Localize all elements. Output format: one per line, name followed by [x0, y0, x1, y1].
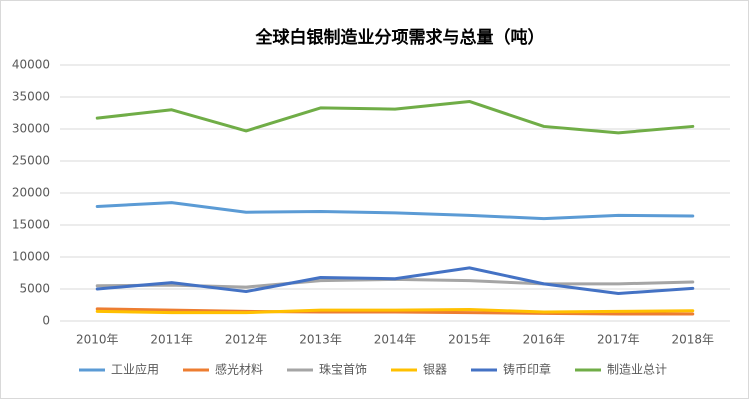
x-tick-label: 2012年 — [225, 333, 268, 347]
x-tick-label: 2014年 — [374, 333, 417, 347]
line-series — [95, 266, 695, 295]
legend-label: 铸币印章 — [503, 362, 551, 377]
line-series — [95, 99, 695, 135]
x-tick-label: 2013年 — [299, 333, 342, 347]
line-series — [95, 201, 695, 221]
x-tick-label: 2015年 — [448, 333, 491, 347]
legend-label: 银器 — [423, 363, 447, 377]
y-tick-label: 35000 — [12, 90, 50, 104]
y-tick-label: 25000 — [12, 154, 50, 168]
legend-label: 制造业总计 — [607, 363, 667, 377]
y-tick-label: 10000 — [12, 250, 50, 264]
legend-label: 感光材料 — [215, 362, 263, 377]
y-tick-label: 15000 — [12, 218, 50, 232]
line-series — [95, 307, 695, 316]
y-tick-label: 20000 — [12, 186, 50, 200]
line-series — [95, 307, 695, 315]
x-tick-label: 2017年 — [597, 333, 640, 347]
x-tick-label: 2010年 — [76, 333, 119, 347]
y-tick-label: 5000 — [19, 282, 50, 296]
legend-label: 珠宝首饰 — [319, 363, 367, 377]
y-tick-label: 30000 — [12, 122, 50, 136]
chart-title: 全球白银制造业分项需求与总量（吨） — [255, 27, 545, 48]
x-tick-label: 2018年 — [672, 333, 715, 347]
y-tick-label: 0 — [42, 314, 50, 328]
x-tick-label: 2011年 — [150, 333, 193, 347]
x-tick-label: 2016年 — [523, 333, 566, 347]
legend-label: 工业应用 — [111, 362, 159, 377]
y-tick-label: 40000 — [12, 58, 50, 72]
